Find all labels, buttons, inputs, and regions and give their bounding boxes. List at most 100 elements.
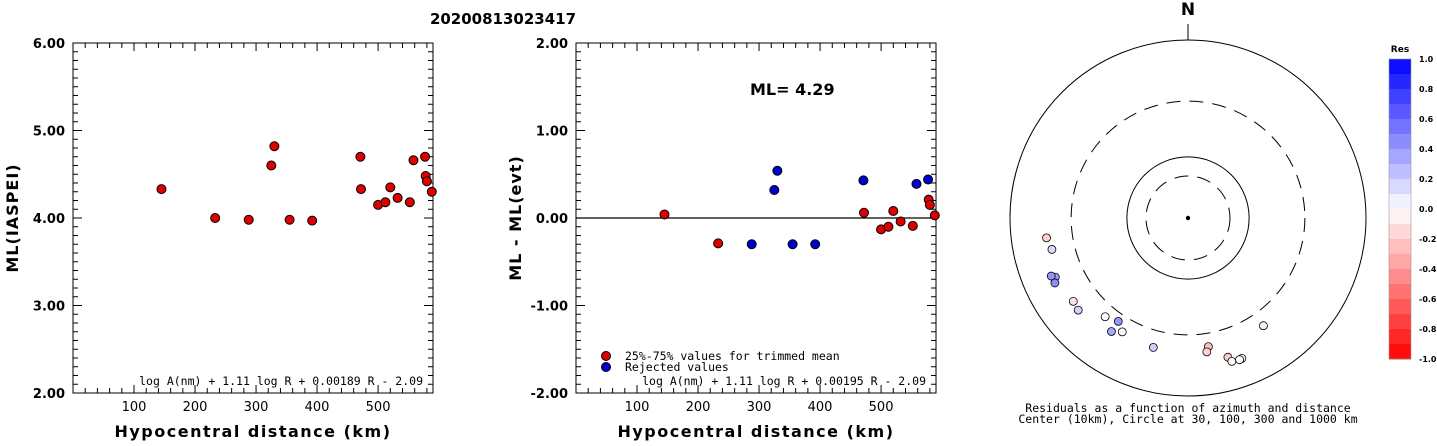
colorbar-segment <box>1389 59 1411 75</box>
chart2-data-point <box>659 209 670 220</box>
polar-station-point <box>1068 296 1078 306</box>
polar-circle-30km <box>1145 175 1231 261</box>
chart2-data-point <box>772 165 783 176</box>
chart2-data-point <box>810 239 821 250</box>
chart2-data-point <box>713 238 724 249</box>
colorbar-segment <box>1389 104 1411 120</box>
colorbar-tick-label: 0.6 <box>1419 115 1434 124</box>
polar-station-point <box>1113 316 1123 326</box>
chart1-y-tick-label: 4.00 <box>33 212 65 227</box>
chart1-data-point <box>284 214 295 225</box>
polar-station-point <box>1046 271 1056 281</box>
chart2-legend-label: 25%-75% values for trimmed mean <box>625 349 840 363</box>
chart2-data-point <box>859 207 869 218</box>
chart1-y-axis-label: ML(IASPEI) <box>3 163 22 272</box>
chart1-x-axis-label: Hypocentral distance (km) <box>114 422 391 441</box>
colorbar-segment <box>1389 209 1411 225</box>
polar-station-point <box>1042 233 1051 243</box>
chart1-data-point <box>243 214 254 225</box>
polar-station-point <box>1107 327 1116 336</box>
polar-north-label: N <box>1181 0 1195 20</box>
chart2-data-point <box>858 175 869 186</box>
chart2-legend-marker <box>601 362 611 372</box>
chart2-y-tick-label: 0.00 <box>536 212 568 227</box>
chart2-ml-annotation: ML= 4.29 <box>750 80 835 99</box>
colorbar-tick-label: -0.4 <box>1419 265 1437 274</box>
chart2-y-tick-label: -1.00 <box>531 300 568 315</box>
colorbar-segment <box>1389 329 1411 345</box>
chart2-legend-marker <box>601 351 611 361</box>
polar-circle-300km <box>1070 100 1306 336</box>
chart2-legend-label: Rejected values <box>625 360 729 374</box>
chart2-x-tick-label: 100 <box>625 400 650 415</box>
colorbar-segment <box>1389 254 1411 270</box>
chart1-x-tick-label: 500 <box>366 400 391 415</box>
colorbar-segment <box>1389 314 1411 330</box>
colorbar-tick-label: 0.0 <box>1419 205 1434 214</box>
colorbar-frame <box>1388 58 1412 360</box>
chart1-y-tick-label: 6.00 <box>33 37 65 52</box>
chart1-data-point <box>355 151 366 162</box>
colorbar-segment <box>1389 344 1411 360</box>
chart2-data-point <box>895 216 906 227</box>
chart1-data-point <box>380 197 391 208</box>
polar-station-point <box>1227 356 1237 366</box>
colorbar-tick-label: 0.8 <box>1419 85 1434 94</box>
colorbar-segment <box>1389 239 1411 255</box>
polar-station-point <box>1148 342 1158 352</box>
colorbar-tick-label: -0.6 <box>1419 295 1437 304</box>
polar-caption-line-1: Residuals as a function of azimuth and d… <box>1025 401 1350 415</box>
polar-station-point <box>1047 245 1057 254</box>
residual-colorbar: Res 1.0 0.8 0.6 0.4 0.2 0.0 -0.2 -0.4 -0.6 -0.8 -1.… <box>1388 45 1437 364</box>
chart2-data-point <box>883 221 894 232</box>
colorbar-tick-label: -1.0 <box>1419 355 1437 364</box>
colorbar-segment <box>1389 164 1411 180</box>
polar-circle-100km <box>1126 156 1250 280</box>
colorbar-segment <box>1389 299 1411 315</box>
ml-vs-distance-chart: 100 200 300 400 500 2.00 3.00 4.00 5.00 6.00 Hypoc… <box>3 37 437 441</box>
chart1-y-tick-label: 3.00 <box>33 300 65 315</box>
chart2-y-axis-label: ML - ML(evt) <box>506 155 525 281</box>
chart1-data-point <box>156 184 167 195</box>
chart2-x-axis-label: Hypocentral distance (km) <box>617 422 894 441</box>
chart1-data-point <box>385 182 396 193</box>
residual-vs-distance-chart: 100 200 300 400 500 -2.00 -1.00 0.00 1.00 2.00 Hyp… <box>506 37 940 441</box>
chart2-y-tick-label: 1.00 <box>536 125 568 140</box>
colorbar-tick-label: 1.0 <box>1419 55 1434 64</box>
chart2-data-point <box>924 199 935 210</box>
chart1-x-tick-label: 200 <box>183 400 208 415</box>
colorbar-segment <box>1389 269 1411 285</box>
chart1-data-point <box>421 176 432 187</box>
chart1-x-tick-label: 400 <box>305 400 330 415</box>
chart1-x-tick-label: 300 <box>244 400 269 415</box>
chart1-data-point <box>210 213 221 223</box>
chart1-data-point <box>269 141 280 152</box>
chart1-data-point <box>266 160 277 171</box>
colorbar-tick-label: -0.2 <box>1419 235 1437 244</box>
chart2-data-point <box>746 239 757 250</box>
chart1-formula: log A(nm) + 1.11 log R + 0.00189 R - 2.0… <box>139 374 423 388</box>
polar-caption-line-2: Center (10km), Circle at 30, 100, 300 an… <box>1018 412 1357 426</box>
polar-station-point <box>1259 321 1268 331</box>
colorbar-tick-label: 0.4 <box>1419 145 1434 154</box>
chart2-x-tick-label: 400 <box>808 400 833 415</box>
colorbar-segment <box>1389 179 1411 195</box>
chart2-data-point <box>787 239 798 250</box>
colorbar-segment <box>1389 194 1411 210</box>
chart1-data-point <box>408 155 419 166</box>
chart1-data-point <box>420 151 431 162</box>
colorbar-title: Res <box>1391 45 1409 55</box>
chart1-y-tick-label: 2.00 <box>33 387 65 402</box>
polar-center-point <box>1185 215 1191 221</box>
polar-station-point <box>1050 278 1060 288</box>
colorbar-segment <box>1389 89 1411 105</box>
chart2-data-point <box>888 206 899 216</box>
colorbar-segment <box>1389 74 1411 90</box>
polar-station-point <box>1202 347 1212 357</box>
chart2-x-tick-label: 200 <box>686 400 711 415</box>
chart1-y-tick-label: 5.00 <box>33 125 65 140</box>
polar-station-point <box>1117 327 1127 337</box>
chart2-data-point <box>769 185 780 195</box>
